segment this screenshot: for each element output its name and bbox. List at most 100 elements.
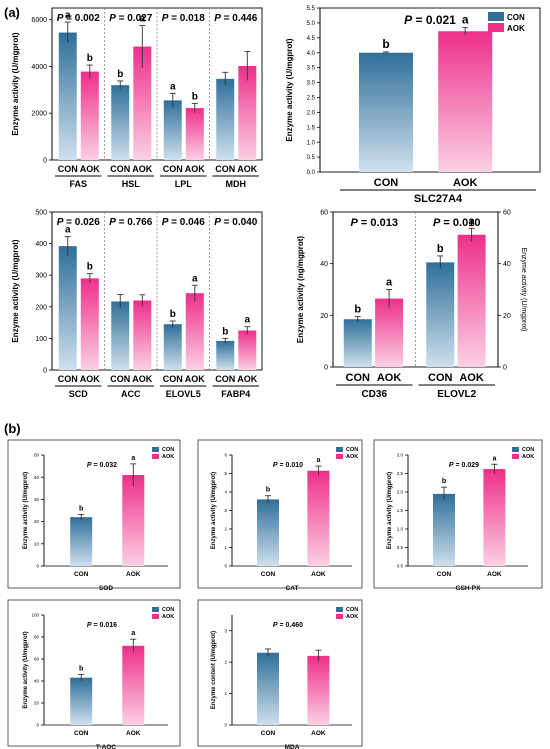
chart-border bbox=[197, 439, 363, 589]
y-axis-title: Enzyme activity (U/mgprot) bbox=[23, 631, 29, 708]
legend-swatch-con bbox=[512, 447, 519, 452]
category-label-con: CON bbox=[374, 177, 399, 189]
y-tick-label: 0.5 bbox=[307, 155, 316, 161]
y-tick-label: 1.0 bbox=[397, 527, 404, 532]
y-tick-label: 6000 bbox=[31, 17, 47, 24]
bar-aok bbox=[80, 278, 99, 370]
y-tick-label: 0 bbox=[503, 364, 507, 371]
y-tick-label: 0 bbox=[43, 157, 47, 164]
chart-cd36-elovl2: 0 20 40 60 0 20 40 60 P = 0.013 b a CON AOK CD36 P = 0… bbox=[296, 209, 527, 400]
y-tick-label: 6 bbox=[224, 453, 227, 458]
category-label-con: CON bbox=[346, 372, 371, 384]
chart-title: MDA bbox=[285, 744, 300, 749]
category-label-con: CON bbox=[261, 730, 276, 737]
p-value-label: P = 0.010 bbox=[273, 462, 303, 469]
significance-letter: b bbox=[170, 309, 176, 320]
bar-con bbox=[70, 517, 93, 566]
category-label-con: CON bbox=[163, 164, 183, 174]
p-value-label: P = 0.016 bbox=[87, 622, 117, 629]
category-label-aok: AOK bbox=[185, 374, 206, 384]
legend-swatch-aok bbox=[488, 23, 504, 32]
chart-title: SOD bbox=[99, 585, 113, 592]
significance-letter: a bbox=[65, 225, 71, 236]
significance-letter: b bbox=[354, 304, 361, 316]
significance-letter: a bbox=[386, 277, 393, 289]
y-tick-label: 0 bbox=[224, 723, 227, 728]
bar-aok bbox=[438, 31, 493, 173]
significance-letter: b bbox=[87, 262, 93, 273]
category-label-aok: AOK bbox=[487, 571, 502, 578]
category-label-aok: AOK bbox=[80, 164, 101, 174]
y-tick-label: 2.5 bbox=[307, 96, 316, 102]
group-name-label: MDH bbox=[226, 179, 247, 189]
y-axis-title: Enzyme activity (U/mgprot) bbox=[211, 472, 217, 549]
p-value-label: P = 0.029 bbox=[449, 462, 479, 469]
significance-letter: a bbox=[131, 455, 135, 462]
p-value-label: P = 0.027 bbox=[109, 13, 153, 24]
panel-label-a: (a) bbox=[4, 5, 20, 20]
group-name-label: SLC27A4 bbox=[414, 193, 463, 205]
legend-swatch-con bbox=[336, 447, 343, 452]
y-tick-label: 0 bbox=[224, 564, 227, 569]
y-tick-label: 0.5 bbox=[397, 545, 404, 550]
legend-label-con: CON bbox=[346, 607, 358, 613]
y-tick-label: 4.0 bbox=[307, 51, 316, 57]
legend-label-con: CON bbox=[162, 607, 174, 613]
category-label-con: CON bbox=[74, 571, 89, 578]
bar-con bbox=[426, 262, 455, 367]
y-tick-label: 0 bbox=[36, 723, 39, 728]
y-tick-label: 40 bbox=[34, 679, 40, 684]
y-tick-label: 1.5 bbox=[397, 508, 404, 513]
y-tick-label: 3.0 bbox=[307, 81, 316, 87]
y-tick-label: 200 bbox=[35, 304, 47, 311]
significance-letter: a bbox=[131, 630, 135, 637]
category-label-aok: AOK bbox=[237, 374, 258, 384]
category-label-aok: AOK bbox=[126, 571, 141, 578]
category-label-con: CON bbox=[58, 164, 78, 174]
chart-title: CAT bbox=[286, 585, 299, 592]
legend-label-con: CON bbox=[522, 447, 534, 453]
bar-con bbox=[343, 319, 372, 367]
y-tick-label: 2.0 bbox=[307, 110, 316, 116]
significance-letter: a bbox=[469, 215, 476, 227]
significance-letter: a bbox=[492, 455, 496, 462]
y-tick-label: 500 bbox=[35, 209, 47, 216]
y-tick-label: 0 bbox=[36, 564, 39, 569]
y-tick-label: 100 bbox=[31, 613, 39, 618]
significance-letter: a bbox=[462, 13, 469, 27]
chart-border bbox=[7, 439, 181, 589]
y-tick-label: 400 bbox=[35, 241, 47, 248]
y-tick-label: 3 bbox=[224, 508, 227, 513]
significance-letter: b bbox=[382, 37, 389, 51]
chart-slc27a4: 0.0 0.5 1.0 1.5 2.0 2.5 3.0 3.5 4.0 4.5 5.0 5.5 P = … bbox=[285, 6, 541, 205]
significance-letter: b bbox=[117, 69, 123, 80]
bar-con bbox=[70, 677, 93, 725]
significance-letter: a bbox=[170, 81, 176, 92]
group-name-label: ACC bbox=[121, 389, 141, 399]
significance-letter: b bbox=[79, 505, 83, 512]
y-axis-title: Enzyme activity (U/mgprot) bbox=[23, 472, 29, 549]
bar-aok bbox=[185, 293, 204, 370]
y-axis-title: Enzyme activity (U/mgprot) bbox=[11, 239, 20, 342]
significance-letter: a bbox=[192, 273, 198, 284]
y-tick-label: 3 bbox=[224, 628, 227, 633]
p-value-label: P = 0.040 bbox=[214, 217, 258, 228]
p-value-label: P = 0.032 bbox=[87, 462, 117, 469]
bar-con bbox=[359, 52, 413, 172]
category-label-con: CON bbox=[215, 374, 235, 384]
legend-swatch-aok bbox=[336, 614, 343, 619]
y-tick-label: 30 bbox=[34, 497, 40, 502]
bar-aok bbox=[457, 234, 486, 367]
y-tick-label: 5.0 bbox=[307, 21, 316, 27]
p-value-label: P = 0.046 bbox=[162, 217, 206, 228]
bar-con bbox=[111, 301, 130, 370]
y-tick-label: 40 bbox=[503, 261, 511, 268]
bar-aok bbox=[238, 65, 257, 160]
y-tick-label: 5.5 bbox=[307, 6, 316, 12]
chart-border bbox=[7, 599, 181, 747]
y-tick-label: 4 bbox=[224, 490, 227, 495]
